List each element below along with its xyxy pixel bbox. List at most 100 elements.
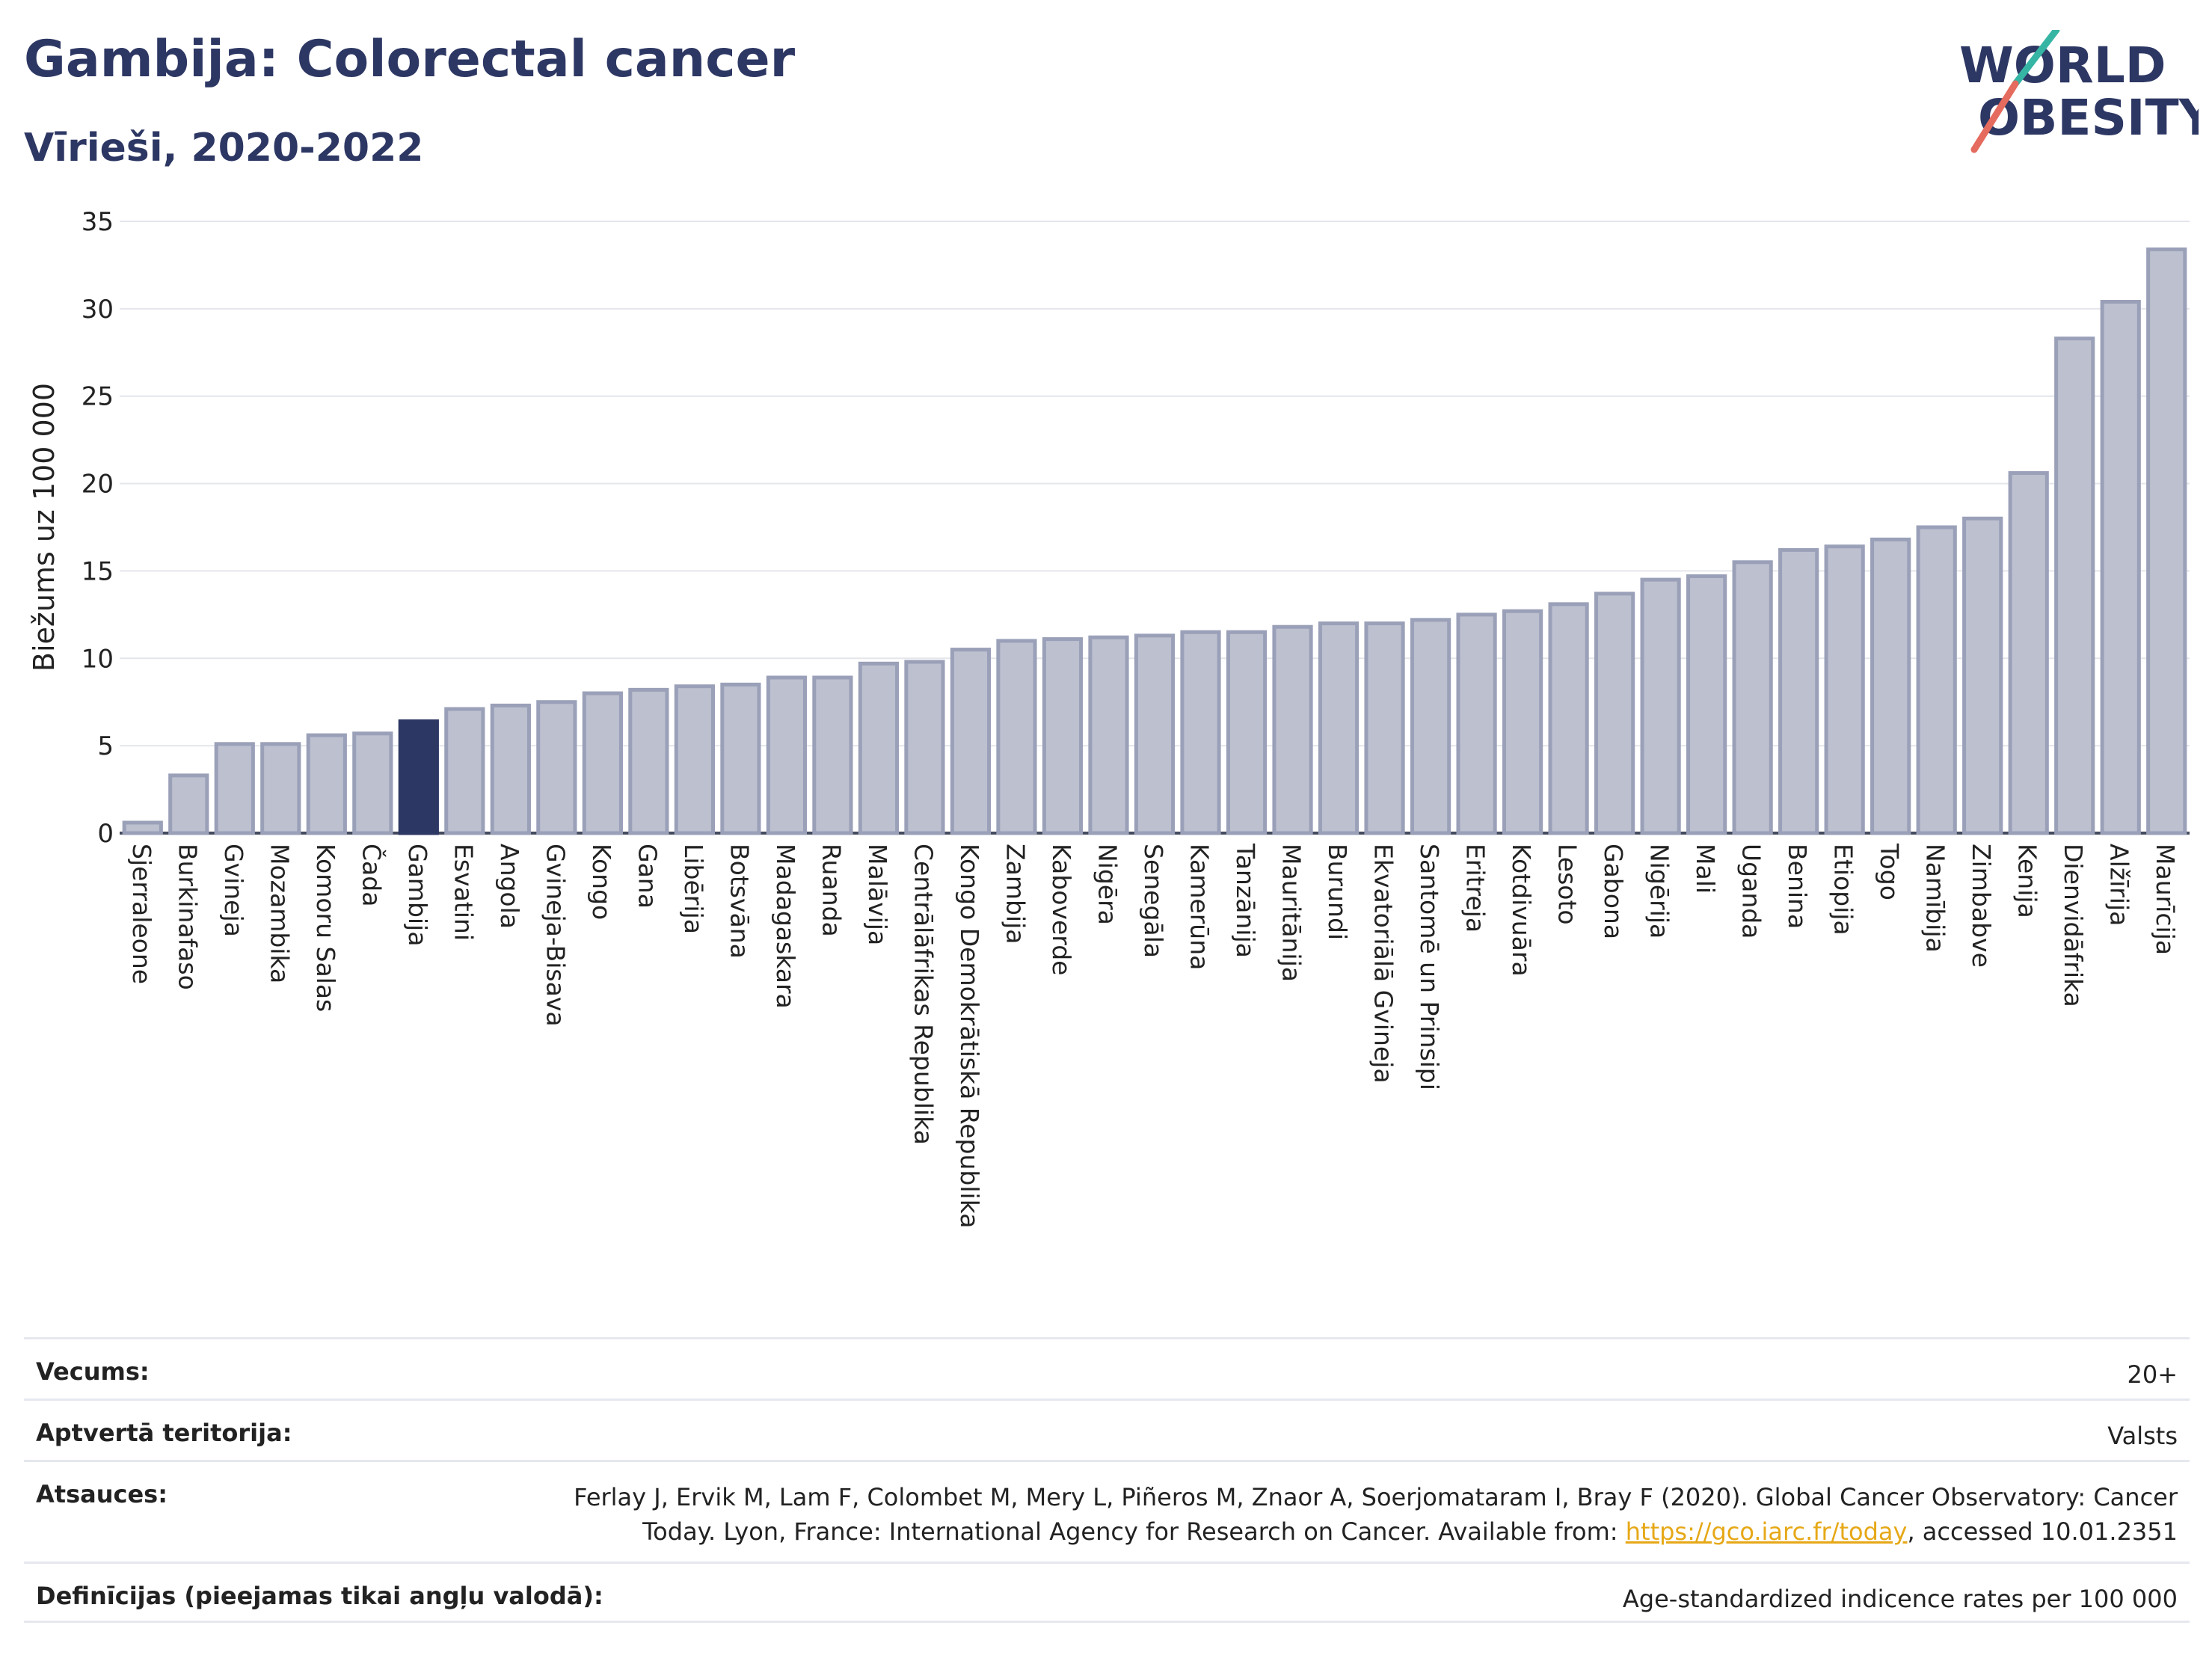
world-obesity-logo: WORLD OBESITY [1959, 30, 2199, 153]
x-tick-label: Malāvija [863, 844, 892, 945]
x-tick-label: Kongo [587, 844, 616, 920]
x-tick-label: Santomē un Prinsipi [1415, 844, 1444, 1090]
x-tick-label: Libērija [679, 844, 708, 934]
x-tick-label: Ekvatoriālā Gvineja [1369, 844, 1398, 1084]
bar [1594, 592, 1635, 835]
coverage-label: Aptvertā teritorija: [36, 1419, 292, 1447]
y-tick-label: 5 [97, 731, 114, 761]
bar [1778, 547, 1819, 835]
bar [582, 691, 623, 835]
x-tick-label: Etiopija [1829, 844, 1858, 936]
y-tick-label: 25 [82, 382, 114, 412]
bar [1732, 560, 1773, 835]
coverage-value: Valsts [2107, 1422, 2178, 1450]
x-tick-label: Gvineja [219, 844, 248, 937]
bar [996, 639, 1037, 835]
bar [214, 742, 255, 835]
bar [1962, 516, 2003, 835]
x-tick-label: Komoru Salas [311, 844, 340, 1012]
bar [2146, 247, 2187, 835]
bars [122, 247, 2187, 835]
bar [1364, 621, 1405, 835]
bar [1502, 609, 1543, 835]
bar [1226, 630, 1268, 835]
bar [812, 675, 853, 835]
bar [398, 719, 439, 835]
x-tick-label: Esvatini [449, 844, 478, 941]
bar [1180, 630, 1221, 835]
x-tick-label: Eritreja [1461, 844, 1490, 933]
references-value: Ferlay J, Ervik M, Lam F, Colombet M, Me… [574, 1480, 2178, 1549]
x-tick-label: Kotdivuāra [1507, 844, 1536, 977]
bar [1456, 612, 1497, 835]
x-tick-label: Burundi [1323, 844, 1352, 940]
metadata-table: Vecums: 20+ Aptvertā teritorija: Valsts … [24, 1337, 2190, 1623]
bar [2054, 337, 2095, 835]
bar [1824, 544, 1865, 835]
bar [628, 687, 669, 835]
bar [1916, 525, 1957, 835]
x-tick-label: Madagaskara [771, 844, 800, 1009]
y-tick-label: 35 [82, 207, 114, 237]
x-tick-label: Kaboverde [1047, 844, 1076, 976]
bar [2100, 300, 2141, 835]
bar [1088, 635, 1129, 835]
bar [2008, 471, 2049, 835]
bar [352, 731, 393, 835]
x-tick-label: Botsvāna [725, 844, 754, 959]
x-tick-label: Togo [1875, 843, 1904, 900]
y-tick-label: 15 [82, 556, 114, 586]
x-tick-label: Mozambika [265, 844, 294, 983]
bar [1134, 633, 1176, 835]
definitions-value: Age-standardized indicence rates per 100… [1622, 1585, 2178, 1613]
x-tick-label: Kenija [2013, 844, 2042, 918]
bar [1686, 574, 1727, 835]
logo-slash-red [1970, 80, 2019, 153]
x-tick-label: Namībija [1921, 844, 1950, 953]
y-axis-label: Biežums uz 100 000 [28, 383, 61, 672]
x-tick-labels: Sjerraleone Burkinafaso Gvineja Mozambika Ko… [127, 843, 2180, 1228]
x-tick-label: Zimbabve [1967, 844, 1996, 968]
x-tick-label: Gambija [403, 844, 432, 946]
x-tick-label: Angola [495, 844, 524, 929]
x-tick-label: Maurīcija [2151, 844, 2180, 955]
x-tick-label: Zambija [1001, 844, 1030, 944]
meta-row-definitions: Definīcijas (pieejamas tikai angļu valod… [24, 1562, 2190, 1623]
bar [490, 703, 531, 835]
page-title: Gambija: Colorectal cancer [24, 30, 796, 89]
logo-line1: WORLD [1959, 37, 2166, 94]
meta-row-age: Vecums: 20+ [24, 1337, 2190, 1398]
bar [536, 700, 577, 835]
y-tick-label: 20 [82, 470, 114, 500]
references-line2-pre: Today. Lyon, France: International Agenc… [642, 1517, 1626, 1546]
bar [1870, 537, 1911, 835]
bar [260, 742, 301, 835]
references-link[interactable]: https://gco.iarc.fr/today [1625, 1517, 1908, 1546]
references-label: Atsauces: [36, 1480, 168, 1508]
y-tick-label: 0 [97, 819, 114, 849]
bar-chart: 0 5 10 15 20 25 30 35 Sjerraleone Burkinafaso Gvi… [28, 207, 2190, 1228]
bar [858, 661, 900, 835]
logo-line2: OBESITY [1978, 89, 2199, 147]
x-tick-label: Gana [633, 844, 662, 909]
references-line2-post: , accessed 10.01.2351 [1907, 1517, 2178, 1546]
bar [444, 707, 485, 835]
x-tick-label: Alžīrija [2105, 844, 2134, 926]
y-tick-label: 10 [82, 644, 114, 674]
x-tick-label: Kongo Demokrātiskā Republika [955, 844, 984, 1228]
x-tick-label: Nigēra [1093, 844, 1122, 925]
x-tick-label: Ruanda [817, 844, 846, 937]
bar [950, 648, 992, 835]
meta-row-references: Atsauces: Ferlay J, Ervik M, Lam F, Colo… [24, 1460, 2190, 1562]
bar [1410, 618, 1451, 835]
x-tick-label: Čada [357, 844, 387, 906]
x-tick-label: Uganda [1737, 844, 1766, 939]
references-line1: Ferlay J, Ervik M, Lam F, Colombet M, Me… [574, 1483, 2178, 1511]
x-tick-label: Gvineja-Bisava [541, 844, 570, 1027]
x-tick-label: Senegāla [1139, 844, 1168, 958]
definitions-label: Definīcijas (pieejamas tikai angļu valod… [36, 1582, 603, 1610]
bar [122, 820, 163, 835]
x-tick-label: Gabona [1599, 844, 1628, 939]
x-tick-label: Sjerraleone [127, 844, 156, 984]
bar [168, 773, 209, 835]
